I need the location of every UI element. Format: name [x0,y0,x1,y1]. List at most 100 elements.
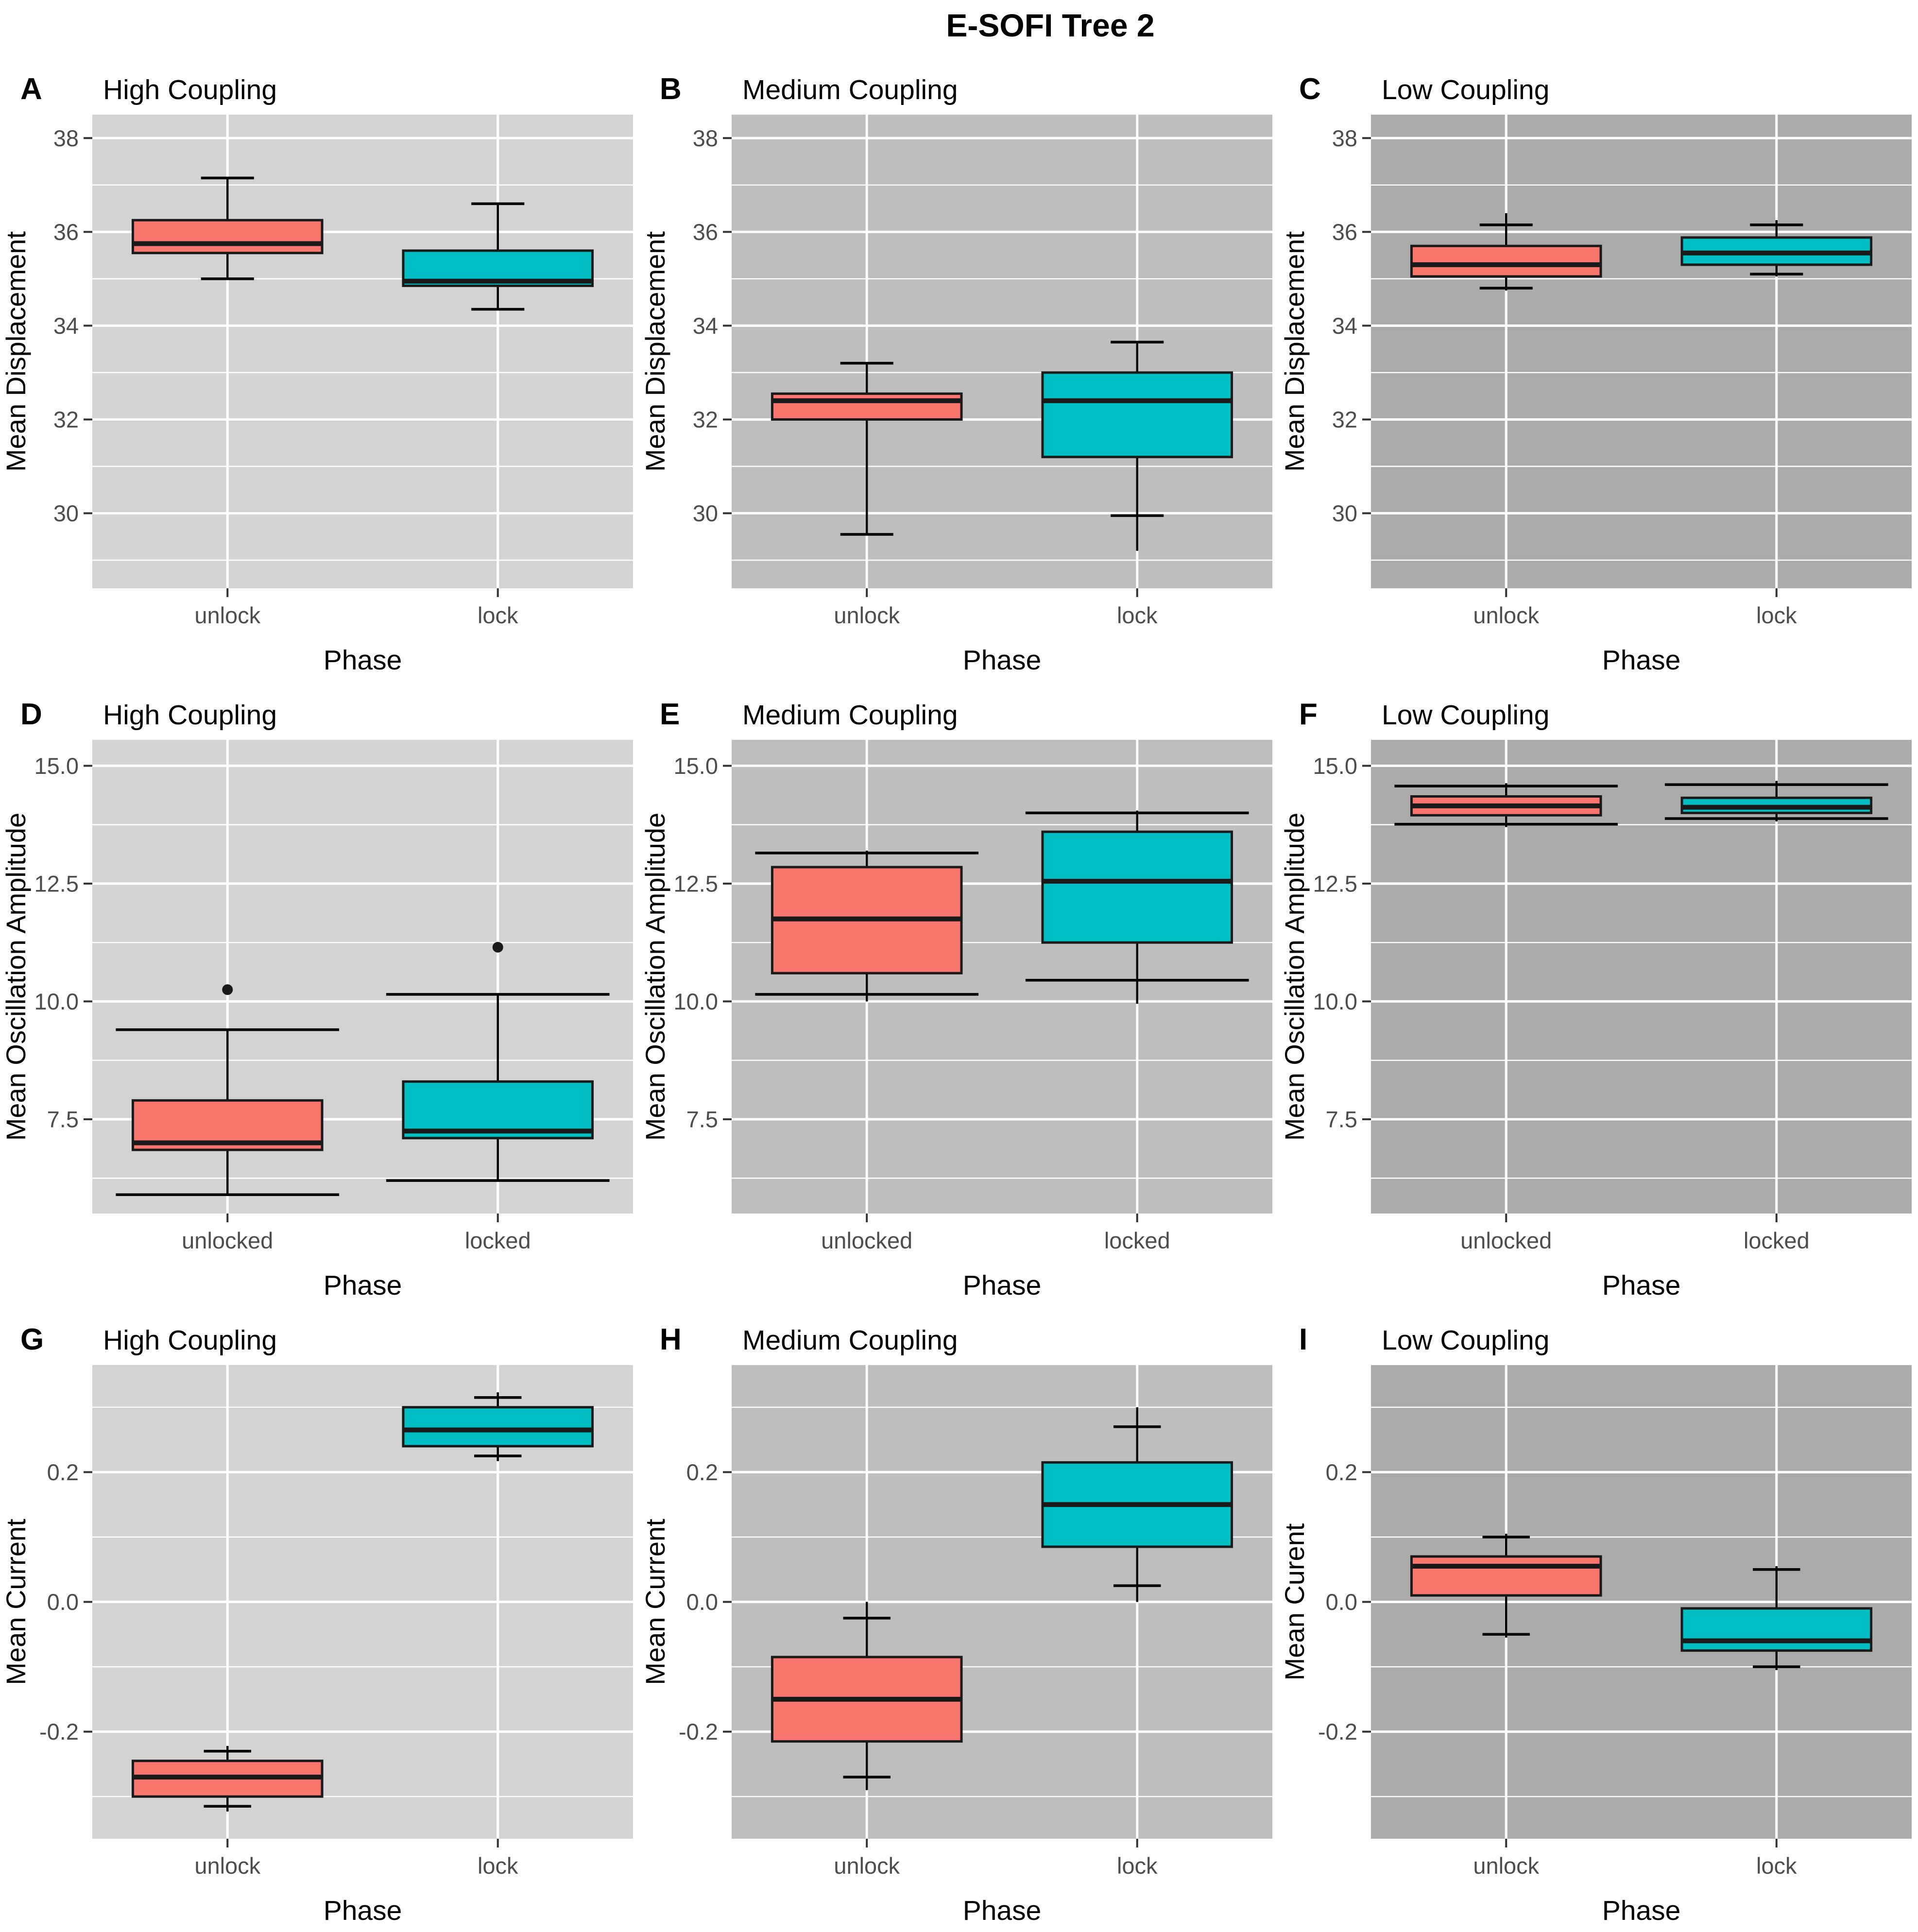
y-axis-title: Mean Current [0,1519,31,1685]
y-tick-label: 15.0 [674,753,718,779]
box-lock [1041,341,1233,551]
y-tick-label: 32 [693,407,718,432]
y-tick-label: 34 [693,313,718,339]
y-tick-label: 7.5 [1326,1106,1357,1132]
box-lock [1041,1407,1233,1602]
box-unlock [131,1746,324,1812]
panel-title: Medium Coupling [742,700,958,731]
panel-f: F Low Coupling 7.5 10.0 12.5 15.0 unlocked lock… [1279,682,1918,1307]
y-tick-label: 15.0 [1313,753,1357,779]
iqr-box [1410,1555,1602,1597]
boxplot-canvas-g: G High Coupling -0.2 0.0 0.2 unlock lock Mean C… [0,1323,633,1926]
panel-i: I Low Coupling -0.2 0.0 0.2 unlock lock Mean Cu… [1279,1307,1918,1932]
panel-letter: F [1299,698,1318,731]
y-axis-title: Mean Displacement [1279,231,1310,472]
boxplot-canvas-i: I Low Coupling -0.2 0.0 0.2 unlock lock Mean Cu… [1279,1323,1912,1926]
panel-g: G High Coupling -0.2 0.0 0.2 unlock lock Mean C… [0,1307,639,1932]
panel-title: Low Coupling [1382,74,1549,105]
box-locked [386,941,610,1182]
y-tick-label: 36 [693,219,718,245]
x-tick-label: lock [1117,602,1158,628]
box-lock [402,1392,594,1461]
x-tick-label: lock [1117,1853,1158,1879]
x-tick-label: unlocked [1460,1228,1552,1253]
panel-letter: C [1299,72,1321,106]
y-tick-label: 36 [53,219,79,245]
panel-c: C Low Coupling 30 32 34 36 38 unlock lock Mean Di… [1279,56,1918,682]
iqr-box [131,219,324,255]
box-locked [1025,810,1249,1004]
plot-area [92,115,633,588]
box-unlock [771,1602,963,1790]
boxplot-canvas-f: F Low Coupling 7.5 10.0 12.5 15.0 unlocked lock… [1279,698,1912,1301]
y-tick-label: 15.0 [34,753,79,779]
x-tick-label: unlock [1473,602,1539,628]
panel-letter: I [1299,1323,1307,1356]
y-tick-label: 34 [53,313,79,339]
box-unlocked [116,984,340,1196]
x-tick-label: locked [1104,1228,1170,1253]
panel-letter: A [20,72,42,106]
boxplot-canvas-d: D High Coupling 7.5 10.0 12.5 15.0 unlocked loc… [0,698,633,1301]
iqr-box [1041,830,1233,944]
box-unlocked [1394,783,1618,827]
x-axis-title: Phase [963,1895,1042,1926]
iqr-box [402,1406,594,1448]
x-tick-label: lock [478,602,518,628]
panel-letter: G [20,1323,44,1356]
box-lock [1680,220,1873,277]
x-tick-label: unlocked [821,1228,912,1253]
panel-h: H Medium Coupling -0.2 0.0 0.2 unlock lock Mean… [639,1307,1279,1932]
y-axis-title: Mean Oscillation Amplitude [1279,813,1310,1141]
y-tick-label: 38 [1332,125,1357,151]
y-tick-label: -0.2 [1318,1719,1357,1744]
y-tick-label: 0.0 [47,1589,79,1615]
y-tick-label: 0.2 [686,1459,718,1485]
y-tick-label: 32 [1332,407,1357,432]
y-tick-label: 12.5 [34,871,79,896]
outlier-point [222,984,233,995]
box-lock [402,202,594,311]
y-tick-label: 10.0 [674,989,718,1014]
y-tick-label: 7.5 [686,1106,718,1132]
panel-title: Medium Coupling [742,74,958,105]
y-tick-label: 0.2 [47,1459,79,1485]
panel-a: A High Coupling 30 32 34 36 38 unlock lock Mean D… [0,56,639,682]
y-tick-label: 36 [1332,219,1357,245]
box-unlock [1410,213,1602,291]
y-tick-label: -0.2 [679,1719,718,1744]
panel-title: High Coupling [103,74,277,105]
box-unlock [131,176,324,280]
y-tick-label: 10.0 [1313,989,1357,1014]
x-axis-title: Phase [963,645,1042,676]
iqr-box [1680,1607,1873,1652]
x-tick-label: unlock [194,602,260,628]
x-axis-title: Phase [324,645,402,676]
box-unlock [771,361,963,536]
y-axis-title: Mean Current [640,1519,670,1685]
plot-area [732,115,1272,588]
y-tick-label: 7.5 [47,1106,79,1132]
boxplot-canvas-b: B Medium Coupling 30 32 34 36 38 unlock lock Mean… [640,72,1272,676]
panel-e: E Medium Coupling 7.5 10.0 12.5 15.0 unlocked l… [639,682,1279,1307]
y-tick-label: 32 [53,407,79,432]
figure-title: E-SOFI Tree 2 [946,7,1155,43]
x-axis-title: Phase [1602,1270,1681,1301]
boxplot-canvas-a: A High Coupling 30 32 34 36 38 unlock lock Mean D… [0,72,633,676]
y-axis-title: Mean Oscillation Amplitude [0,813,31,1141]
box-lock [1680,1566,1873,1670]
panel-title: High Coupling [103,1325,277,1356]
y-axis-title: Mean Oscillation Amplitude [640,813,670,1141]
plot-area [1371,115,1912,588]
outlier-point [492,941,503,953]
y-tick-label: 0.0 [1326,1589,1357,1615]
y-tick-label: 0.2 [1326,1459,1357,1485]
panel-letter: E [660,698,680,731]
y-tick-label: 38 [53,125,79,151]
panel-title: Low Coupling [1382,700,1549,731]
x-tick-label: unlock [194,1853,260,1879]
x-tick-label: lock [1756,1853,1797,1879]
panel-letter: D [20,698,42,731]
y-tick-label: 12.5 [1313,871,1357,896]
